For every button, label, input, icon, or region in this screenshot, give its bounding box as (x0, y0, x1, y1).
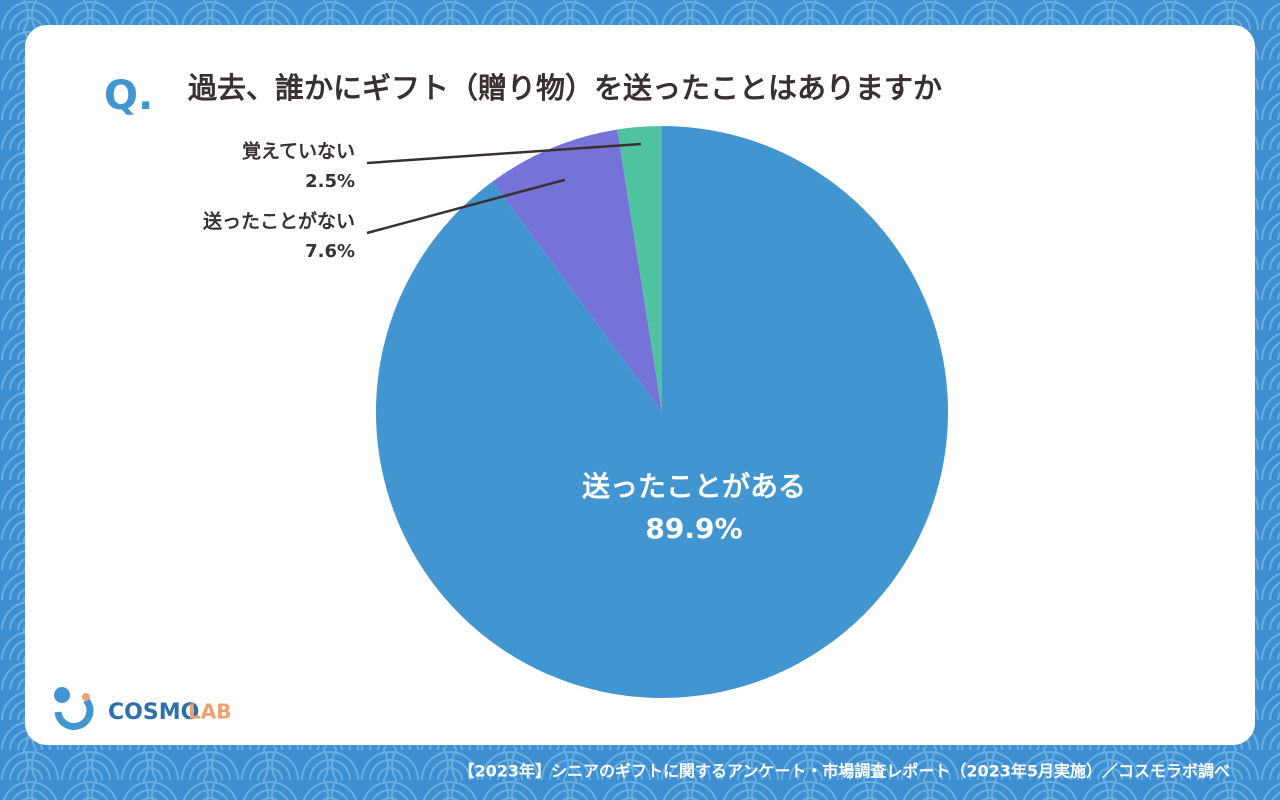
leader-line (366, 142, 641, 165)
logo-text: COSMO (108, 700, 199, 725)
pie-slice (492, 129, 662, 413)
value-label: 2.5% (305, 171, 355, 192)
slice-label: 送ったことがある (582, 470, 806, 503)
logo-icon (82, 693, 90, 701)
logo: COSMO LAB (54, 687, 231, 730)
chart-title: 過去、誰かにギフト（贈り物）を送ったことはありますか (188, 71, 942, 105)
pie-slice (617, 126, 662, 412)
value-label: 7.6% (305, 241, 355, 262)
logo-text: LAB (188, 700, 231, 724)
slice-label: 覚えていない (242, 140, 355, 163)
leader-line (366, 178, 566, 235)
slice-label: 送ったことがない (203, 210, 355, 233)
value-label: 89.9% (645, 512, 742, 545)
question-mark: Q. (104, 73, 153, 119)
footer: 【2023年】シニアのギフトに関するアンケート・市場調査レポート（2023年5月… (458, 762, 1230, 781)
logo-icon (54, 687, 70, 703)
logo-icon (54, 697, 94, 730)
